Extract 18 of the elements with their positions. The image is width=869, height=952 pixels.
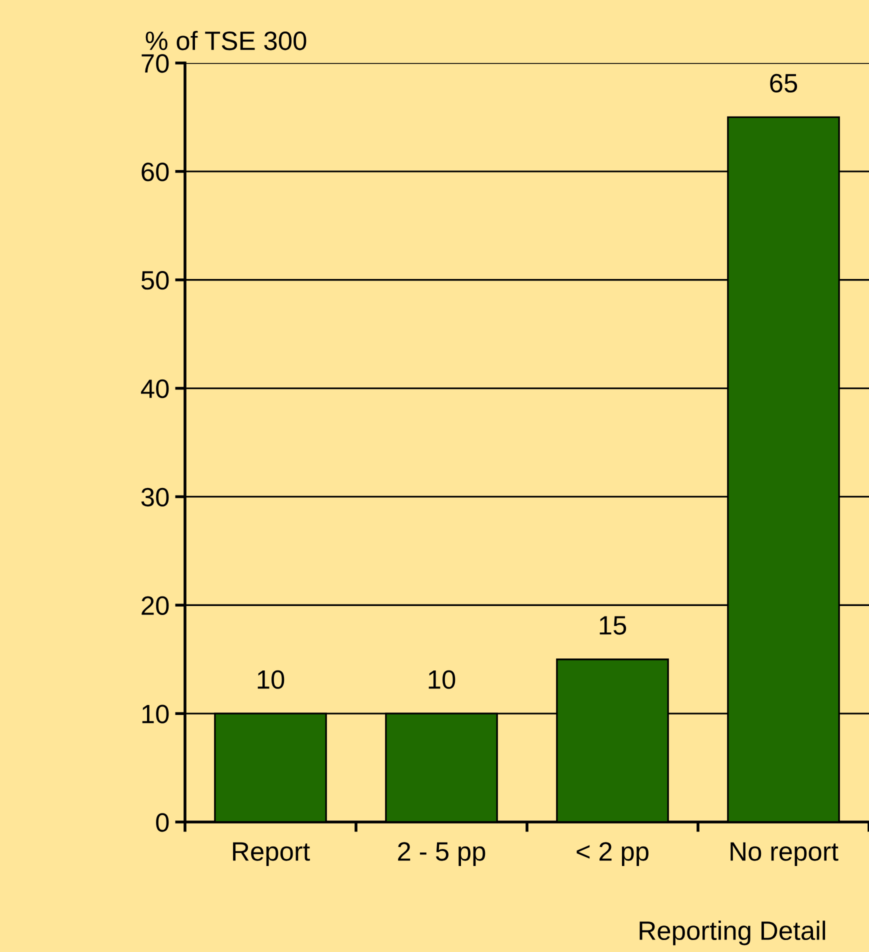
x-tick-label: No report — [730, 842, 838, 866]
y-tick-label: 40 — [140, 379, 169, 398]
data-label: 15 — [600, 616, 626, 635]
y-tick-label: 70 — [142, 54, 169, 73]
y-tick-label: 10 — [142, 704, 169, 724]
y-tick-label: 0 — [156, 813, 169, 832]
y-tick-label: 60 — [142, 162, 169, 182]
data-label: 10 — [428, 670, 456, 689]
y-tick-label: 30 — [141, 488, 169, 507]
y-axis-title: % of TSE 300 — [146, 30, 306, 50]
x-tick-label: < 2 pp — [576, 842, 648, 866]
x-tick-label: 2 - 5 pp — [398, 842, 486, 866]
x-tick-label: Report — [233, 842, 310, 866]
y-tick-label: 20 — [142, 596, 169, 615]
y-tick-label: 50 — [141, 270, 169, 290]
data-label: 10 — [258, 670, 284, 689]
x-axis-title: Reporting Detail — [640, 920, 826, 946]
data-label: 65 — [770, 74, 798, 93]
